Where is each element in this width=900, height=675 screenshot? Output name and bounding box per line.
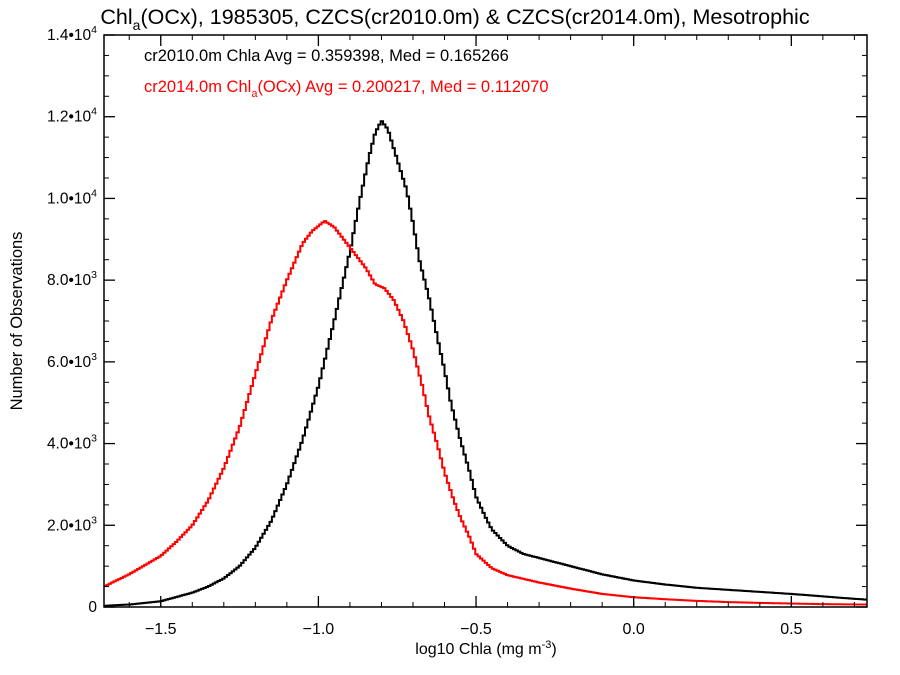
y-tick-label: 1.0•104: [47, 187, 97, 207]
y-tick-label: 0: [88, 599, 97, 616]
legend: cr2010.0m Chla Avg = 0.359398, Med = 0.1…: [144, 47, 549, 100]
y-tick-label: 1.2•104: [47, 106, 97, 126]
x-tick-label: −0.5: [460, 621, 492, 638]
y-tick-label: 6.0•103: [47, 351, 97, 371]
legend-entry-cr2014: cr2014.0m Chla(OCx) Avg = 0.200217, Med …: [144, 78, 549, 100]
y-tick-label: 4.0•103: [47, 433, 97, 453]
x-tick-label: 0.0: [623, 621, 645, 638]
y-axis-label: Number of Observations: [8, 232, 26, 411]
x-tick-label: −1.5: [145, 621, 177, 638]
series-layer: [104, 120, 867, 607]
tick-layer: −1.5 −1.0 −0.5 0.0 0.5 0 2.0•103 4.0•103 6.0•103…: [47, 24, 867, 638]
x-axis-label: log10 Chla (mg m-3): [415, 639, 556, 658]
series-line-0: [104, 120, 867, 607]
x-tick-label: −1.0: [303, 621, 335, 638]
series-line-1: [104, 220, 867, 606]
legend-entry-cr2010: cr2010.0m Chla Avg = 0.359398, Med = 0.1…: [144, 47, 509, 65]
x-tick-label: 0.5: [780, 621, 802, 638]
y-tick-label: 8.0•103: [47, 269, 97, 289]
chart-title: Chla(OCx), 1985305, CZCS(cr2010.0m) & CZ…: [100, 5, 809, 33]
y-tick-label: 1.4•104: [47, 24, 97, 44]
y-tick-label: 2.0•103: [47, 514, 97, 534]
